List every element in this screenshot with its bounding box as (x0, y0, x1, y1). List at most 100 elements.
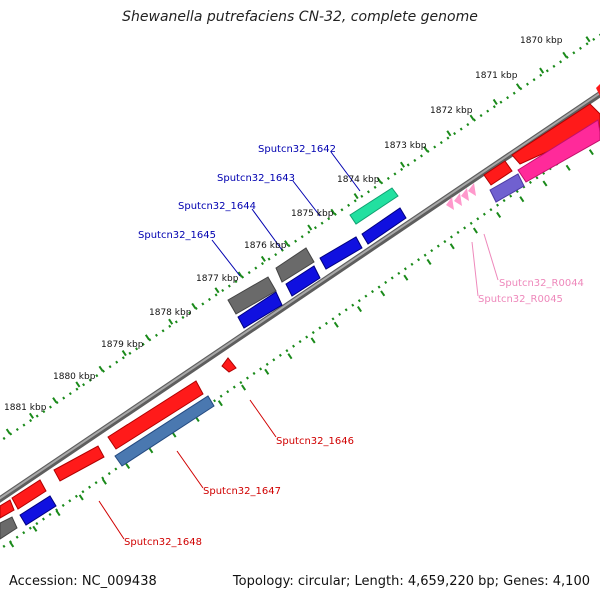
cds-feature-red-far-right[interactable] (596, 84, 600, 96)
leader-r0045 (471, 241, 479, 297)
ruler-tick (562, 51, 568, 58)
cds-feature-red-b[interactable] (11, 479, 47, 510)
ruler-tick (426, 258, 432, 266)
ruler-tick (237, 271, 243, 278)
rna-feature-1[interactable] (446, 197, 454, 210)
ruler-tick (400, 161, 406, 168)
ruler-tick (403, 274, 409, 281)
ruler-tick (449, 243, 455, 250)
ruler-tick (542, 180, 548, 187)
tick-label-1881: 1881 kbp (4, 403, 47, 413)
cds-feature-gray-b[interactable] (227, 276, 277, 315)
gene-label-r0045[interactable]: Sputcn32_R0045 (478, 294, 563, 305)
ruler-tick (168, 318, 174, 325)
ruler-tick (284, 240, 290, 247)
ruler-tick (472, 227, 478, 234)
tick-label-1878: 1878 kbp (149, 308, 192, 318)
ruler-tick (515, 83, 521, 90)
cds-feature-steel-1647[interactable] (114, 395, 215, 467)
ruler-tick (217, 400, 223, 407)
cds-feature-gray-a[interactable] (275, 247, 315, 283)
cds-feature-gray-left[interactable] (0, 516, 18, 540)
rna-feature-2[interactable] (454, 193, 462, 206)
cds-feature-violet[interactable] (489, 173, 525, 203)
ruler-tick (492, 98, 498, 105)
tick-label-1873: 1873 kbp (384, 141, 427, 151)
leader-1645 (211, 239, 241, 277)
ruler-tick (78, 494, 84, 501)
tick-label-1870: 1870 kbp (520, 36, 563, 46)
tick-label-1871: 1871 kbp (475, 71, 518, 81)
tick-label-1875: 1875 kbp (291, 209, 334, 219)
ruler-tick (380, 290, 386, 297)
leader-1644 (251, 208, 283, 251)
gene-label-r0044[interactable]: Sputcn32_R0044 (499, 278, 584, 289)
cds-feature-blue-1642[interactable] (361, 207, 407, 245)
ruler-tick (376, 177, 382, 184)
gene-label-1647[interactable]: Sputcn32_1647 (203, 486, 281, 497)
leader-1646 (249, 399, 277, 438)
ruler-tick (75, 381, 81, 388)
map-title: Shewanella putrefaciens CN-32, complete … (122, 9, 478, 25)
outer-ruler-dots (0, 33, 600, 443)
ruler-tick (307, 224, 313, 231)
ruler-tick (519, 196, 525, 203)
tick-label-1876: 1876 kbp (244, 241, 287, 251)
ruler-tick (469, 114, 475, 121)
ruler-tick (9, 541, 15, 548)
ruler-tick (144, 334, 150, 341)
cds-feature-red-a[interactable] (53, 445, 105, 482)
ruler-tick (264, 368, 270, 375)
leader-r0044 (483, 233, 499, 281)
gene-label-1645[interactable]: Sputcn32_1645 (138, 230, 216, 241)
ruler-tick (214, 287, 220, 294)
cds-feature-blue-1643[interactable] (319, 236, 363, 270)
gene-label-1642[interactable]: Sputcn32_1642 (258, 144, 336, 155)
leader-1642 (330, 151, 361, 192)
leader-1647 (176, 450, 204, 489)
tick-label-1872: 1872 kbp (430, 106, 473, 116)
ruler-tick (446, 130, 452, 137)
cds-feature-red-outer-right[interactable] (511, 103, 600, 165)
cds-feature-1642-teal[interactable] (349, 187, 399, 225)
cds-feature-blue-1644[interactable] (285, 265, 321, 297)
cds-feature-red-1646-outer[interactable] (107, 380, 204, 450)
gene-label-1646[interactable]: Sputcn32_1646 (276, 436, 354, 447)
cds-feature-red-small[interactable] (221, 357, 237, 373)
ruler-tick (287, 353, 293, 360)
tick-label-1874: 1874 kbp (337, 175, 380, 185)
leader-1643 (292, 180, 321, 217)
ruler-tick (52, 397, 58, 404)
ruler-tick (496, 211, 502, 218)
tick-label-1879: 1879 kbp (101, 340, 144, 350)
cds-feature-blue-1645[interactable] (237, 291, 283, 329)
tick-label-1880: 1880 kbp (53, 372, 96, 382)
ruler-tick (191, 302, 197, 310)
ruler-tick (32, 525, 38, 532)
ruler-tick (310, 337, 316, 344)
accession-text: Accession: NC_009438 (9, 574, 157, 589)
gene-label-1648[interactable]: Sputcn32_1648 (124, 537, 202, 548)
cds-feature-red-c[interactable] (0, 499, 15, 519)
ruler-tick (101, 478, 107, 485)
tick-label-1877: 1877 kbp (196, 274, 239, 284)
rna-feature-3[interactable] (461, 188, 469, 201)
ruler-tick (356, 306, 363, 313)
ruler-tick (98, 365, 104, 372)
ruler-tick (28, 412, 35, 419)
ruler-tick (423, 145, 429, 153)
cds-feature-magenta[interactable] (517, 119, 600, 183)
gene-label-1643[interactable]: Sputcn32_1643 (217, 173, 295, 184)
ruler-tick (148, 447, 154, 454)
gene-label-1644[interactable]: Sputcn32_1644 (178, 201, 256, 212)
ruler-tick (353, 193, 359, 200)
ruler-tick (330, 208, 336, 215)
rna-feature-4[interactable] (468, 183, 476, 196)
cds-feature-blue-1648[interactable] (19, 495, 57, 526)
cds-feature-red-outer-right-b[interactable] (483, 160, 513, 186)
ruler-tick (121, 349, 127, 357)
genome-backbone (0, 91, 600, 500)
ruler-tick (241, 384, 247, 391)
